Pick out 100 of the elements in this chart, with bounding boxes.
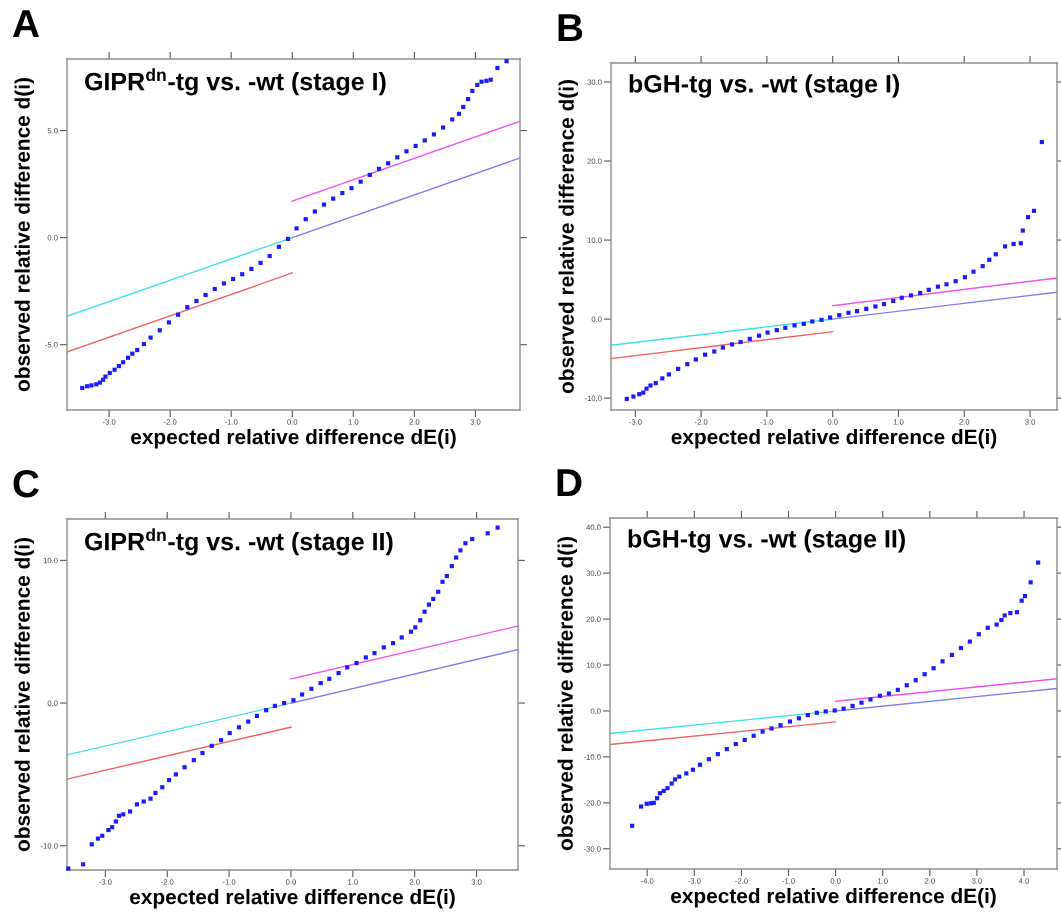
point <box>881 302 887 307</box>
point <box>285 236 291 241</box>
point <box>418 618 423 623</box>
point <box>1039 139 1044 145</box>
point <box>993 252 998 257</box>
point <box>475 82 480 87</box>
point <box>778 723 783 728</box>
point <box>944 282 949 287</box>
point <box>1002 244 1008 249</box>
x-axis-title: expected relative difference dE(i) <box>671 429 997 449</box>
point <box>850 703 855 708</box>
point <box>495 525 500 530</box>
point <box>173 772 178 777</box>
point <box>805 713 810 718</box>
point <box>458 548 463 553</box>
point <box>200 750 205 756</box>
point <box>336 671 341 676</box>
point <box>895 687 900 692</box>
text: B <box>558 14 583 42</box>
point <box>160 785 165 790</box>
point <box>194 298 199 304</box>
point <box>999 617 1004 623</box>
chart-title: GIPR$^{dn}$-tg vs. -wt (stage I) <box>85 68 386 96</box>
point <box>185 305 190 310</box>
point <box>386 161 391 166</box>
point <box>868 697 873 702</box>
point <box>85 384 90 389</box>
point <box>456 111 462 116</box>
text: C <box>13 469 39 498</box>
text: A <box>12 10 40 38</box>
y-axis-title: observed relative difference d(i) <box>14 78 34 392</box>
point <box>712 349 717 354</box>
point <box>677 774 682 779</box>
point <box>354 661 359 666</box>
point <box>648 383 653 388</box>
point <box>676 366 681 371</box>
point <box>113 819 118 824</box>
point <box>422 609 427 614</box>
chart-title: bGH-tg vs. -wt (stage II) <box>628 529 905 553</box>
point <box>810 319 815 324</box>
point <box>1025 215 1031 220</box>
point <box>466 96 471 102</box>
point <box>484 78 489 83</box>
point <box>624 396 629 402</box>
point <box>666 372 671 377</box>
point <box>873 304 878 309</box>
point <box>488 77 493 82</box>
point <box>267 253 272 259</box>
point <box>376 166 382 171</box>
point <box>792 323 797 328</box>
point <box>814 710 819 715</box>
point <box>644 386 649 391</box>
point <box>141 799 146 804</box>
point <box>413 625 418 630</box>
point <box>440 125 446 130</box>
point <box>823 709 828 714</box>
point <box>922 672 927 677</box>
point <box>940 659 945 664</box>
point <box>470 88 475 93</box>
point <box>134 802 139 807</box>
point <box>246 719 251 724</box>
chart-title: bGH-tg vs. -wt (stage I) <box>629 74 899 98</box>
x-axis-title: expected relative difference dE(i) <box>671 888 996 908</box>
point <box>399 635 404 640</box>
point <box>738 339 743 345</box>
point <box>1019 598 1024 603</box>
point <box>913 678 918 683</box>
point <box>1020 228 1025 233</box>
point <box>904 683 909 688</box>
point <box>95 836 101 841</box>
point <box>291 698 296 703</box>
y-axis-title: observed relative difference d(i) <box>14 538 34 852</box>
point <box>166 320 172 325</box>
point <box>331 196 336 201</box>
point <box>363 655 368 660</box>
point <box>886 691 891 696</box>
y-axis-title: observed relative difference d(i) <box>558 80 578 394</box>
point <box>985 625 990 630</box>
point <box>461 104 466 110</box>
point <box>918 290 923 296</box>
point <box>774 328 779 333</box>
point <box>413 143 418 149</box>
point <box>141 341 147 347</box>
point <box>899 295 904 300</box>
point <box>148 335 153 340</box>
point <box>742 737 747 742</box>
point <box>787 719 793 724</box>
point <box>801 321 806 326</box>
point <box>345 665 350 670</box>
point <box>116 364 121 369</box>
point <box>81 862 86 867</box>
point <box>300 692 305 697</box>
point <box>1036 560 1041 565</box>
text: D <box>557 469 582 497</box>
point <box>176 312 181 317</box>
point <box>390 641 396 646</box>
point <box>303 217 308 222</box>
point <box>1028 580 1033 585</box>
point <box>994 622 999 627</box>
point <box>1008 611 1013 616</box>
